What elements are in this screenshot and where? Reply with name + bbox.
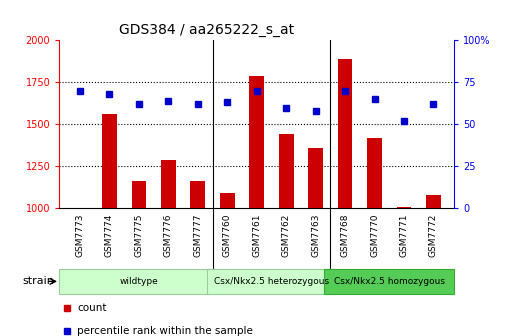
Bar <box>190 181 205 208</box>
Text: GSM7763: GSM7763 <box>311 213 320 257</box>
Text: GSM7776: GSM7776 <box>164 213 173 257</box>
Text: Csx/Nkx2.5 homozygous: Csx/Nkx2.5 homozygous <box>334 277 445 286</box>
Bar <box>161 161 176 208</box>
Text: GSM7774: GSM7774 <box>105 213 114 256</box>
Text: GSM7770: GSM7770 <box>370 213 379 257</box>
Text: GSM7773: GSM7773 <box>75 213 85 257</box>
Text: strain: strain <box>22 277 54 286</box>
Bar <box>220 193 235 208</box>
Bar <box>59 269 218 294</box>
Text: GSM7775: GSM7775 <box>134 213 143 257</box>
Bar <box>249 76 264 208</box>
Bar <box>102 114 117 208</box>
Text: count: count <box>77 303 107 313</box>
Text: GSM7762: GSM7762 <box>282 213 291 256</box>
Bar <box>337 59 352 208</box>
Bar <box>132 181 146 208</box>
Bar <box>426 195 441 208</box>
Text: GSM7761: GSM7761 <box>252 213 261 257</box>
Text: GDS384 / aa265222_s_at: GDS384 / aa265222_s_at <box>119 23 294 37</box>
Bar <box>308 148 323 208</box>
Bar <box>367 138 382 208</box>
Text: GSM7771: GSM7771 <box>399 213 409 257</box>
Text: Csx/Nkx2.5 heterozygous: Csx/Nkx2.5 heterozygous <box>214 277 329 286</box>
Text: GSM7777: GSM7777 <box>194 213 202 257</box>
Text: GSM7760: GSM7760 <box>223 213 232 257</box>
Bar <box>325 269 454 294</box>
Bar <box>279 134 294 208</box>
Text: percentile rank within the sample: percentile rank within the sample <box>77 327 253 336</box>
Bar <box>206 269 336 294</box>
Text: GSM7768: GSM7768 <box>341 213 349 257</box>
Bar <box>397 207 411 208</box>
Text: wildtype: wildtype <box>120 277 158 286</box>
Text: GSM7772: GSM7772 <box>429 213 438 256</box>
